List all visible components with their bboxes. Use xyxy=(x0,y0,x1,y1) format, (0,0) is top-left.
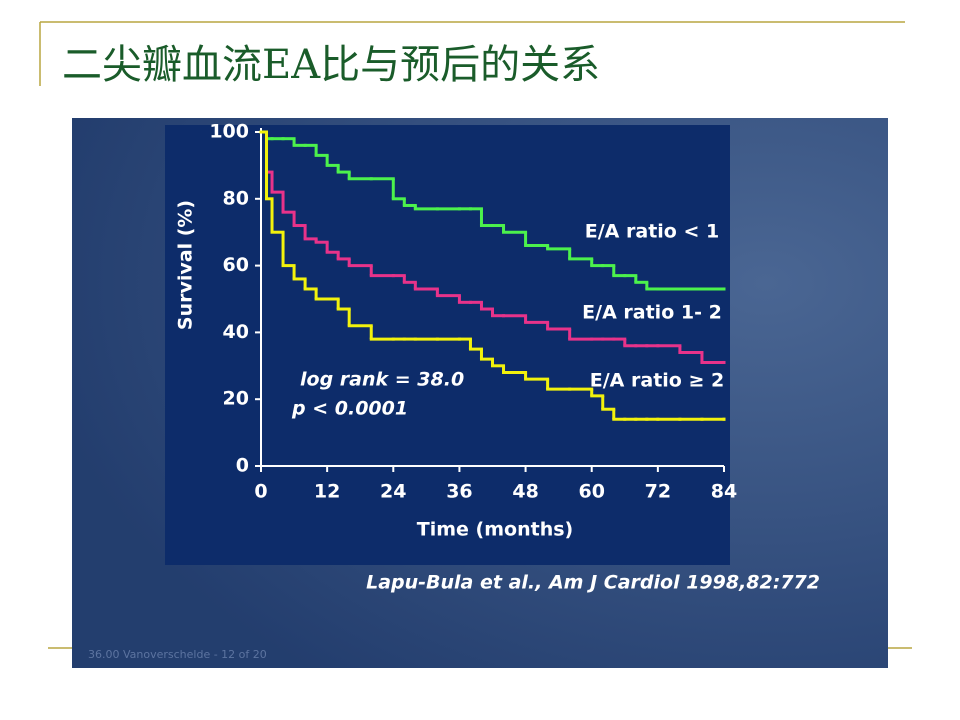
annotation: log rank = 38.0 xyxy=(300,369,464,391)
x-tick-label: 84 xyxy=(711,481,737,503)
y-tick-label: 20 xyxy=(223,388,249,410)
x-tick-label: 60 xyxy=(578,481,604,503)
x-tick-label: 0 xyxy=(254,481,267,503)
x-tick-label: 12 xyxy=(314,481,340,503)
x-tick-label: 72 xyxy=(645,481,671,503)
source: Lapu-Bula et al., Am J Cardiol 1998,82:7… xyxy=(366,572,820,594)
y-tick-label: 100 xyxy=(209,121,249,143)
x-tick-label: 24 xyxy=(380,481,406,503)
series-label: E/A ratio 1- 2 xyxy=(582,302,722,324)
x-tick-label: 48 xyxy=(512,481,538,503)
y-tick-label: 0 xyxy=(236,455,249,477)
y-tick-label: 60 xyxy=(223,254,249,276)
series-label: E/A ratio < 1 xyxy=(585,221,719,243)
annotation: p < 0.0001 xyxy=(291,398,408,420)
x-axis-title: Time (months) xyxy=(417,519,573,541)
footer: 36.00 Vanoverschelde - 12 of 20 xyxy=(88,648,267,661)
y-tick-label: 40 xyxy=(223,321,249,343)
slide-title: 二尖瓣血流EA比与预后的关系 xyxy=(62,42,600,88)
y-tick-label: 80 xyxy=(223,187,249,209)
y-axis-title: Survival (%) xyxy=(175,200,197,330)
x-tick-label: 36 xyxy=(446,481,472,503)
series-label: E/A ratio ≥ 2 xyxy=(590,370,724,392)
